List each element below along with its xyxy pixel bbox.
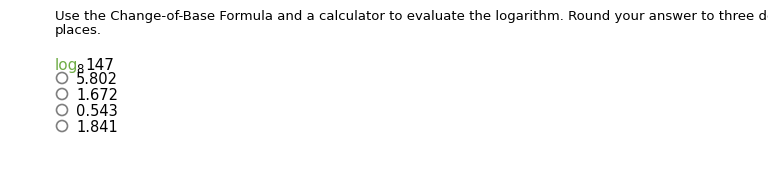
Text: 147: 147 [85,58,114,73]
Text: 5.802: 5.802 [76,72,118,87]
Text: 0.543: 0.543 [76,104,118,119]
Text: log: log [55,58,78,73]
Text: 1.672: 1.672 [76,88,118,103]
Text: places.: places. [55,24,102,37]
Text: 8: 8 [76,63,84,76]
Text: 1.841: 1.841 [76,120,118,135]
Text: Use the Change-of-Base Formula and a calculator to evaluate the logarithm. Round: Use the Change-of-Base Formula and a cal… [55,10,768,23]
